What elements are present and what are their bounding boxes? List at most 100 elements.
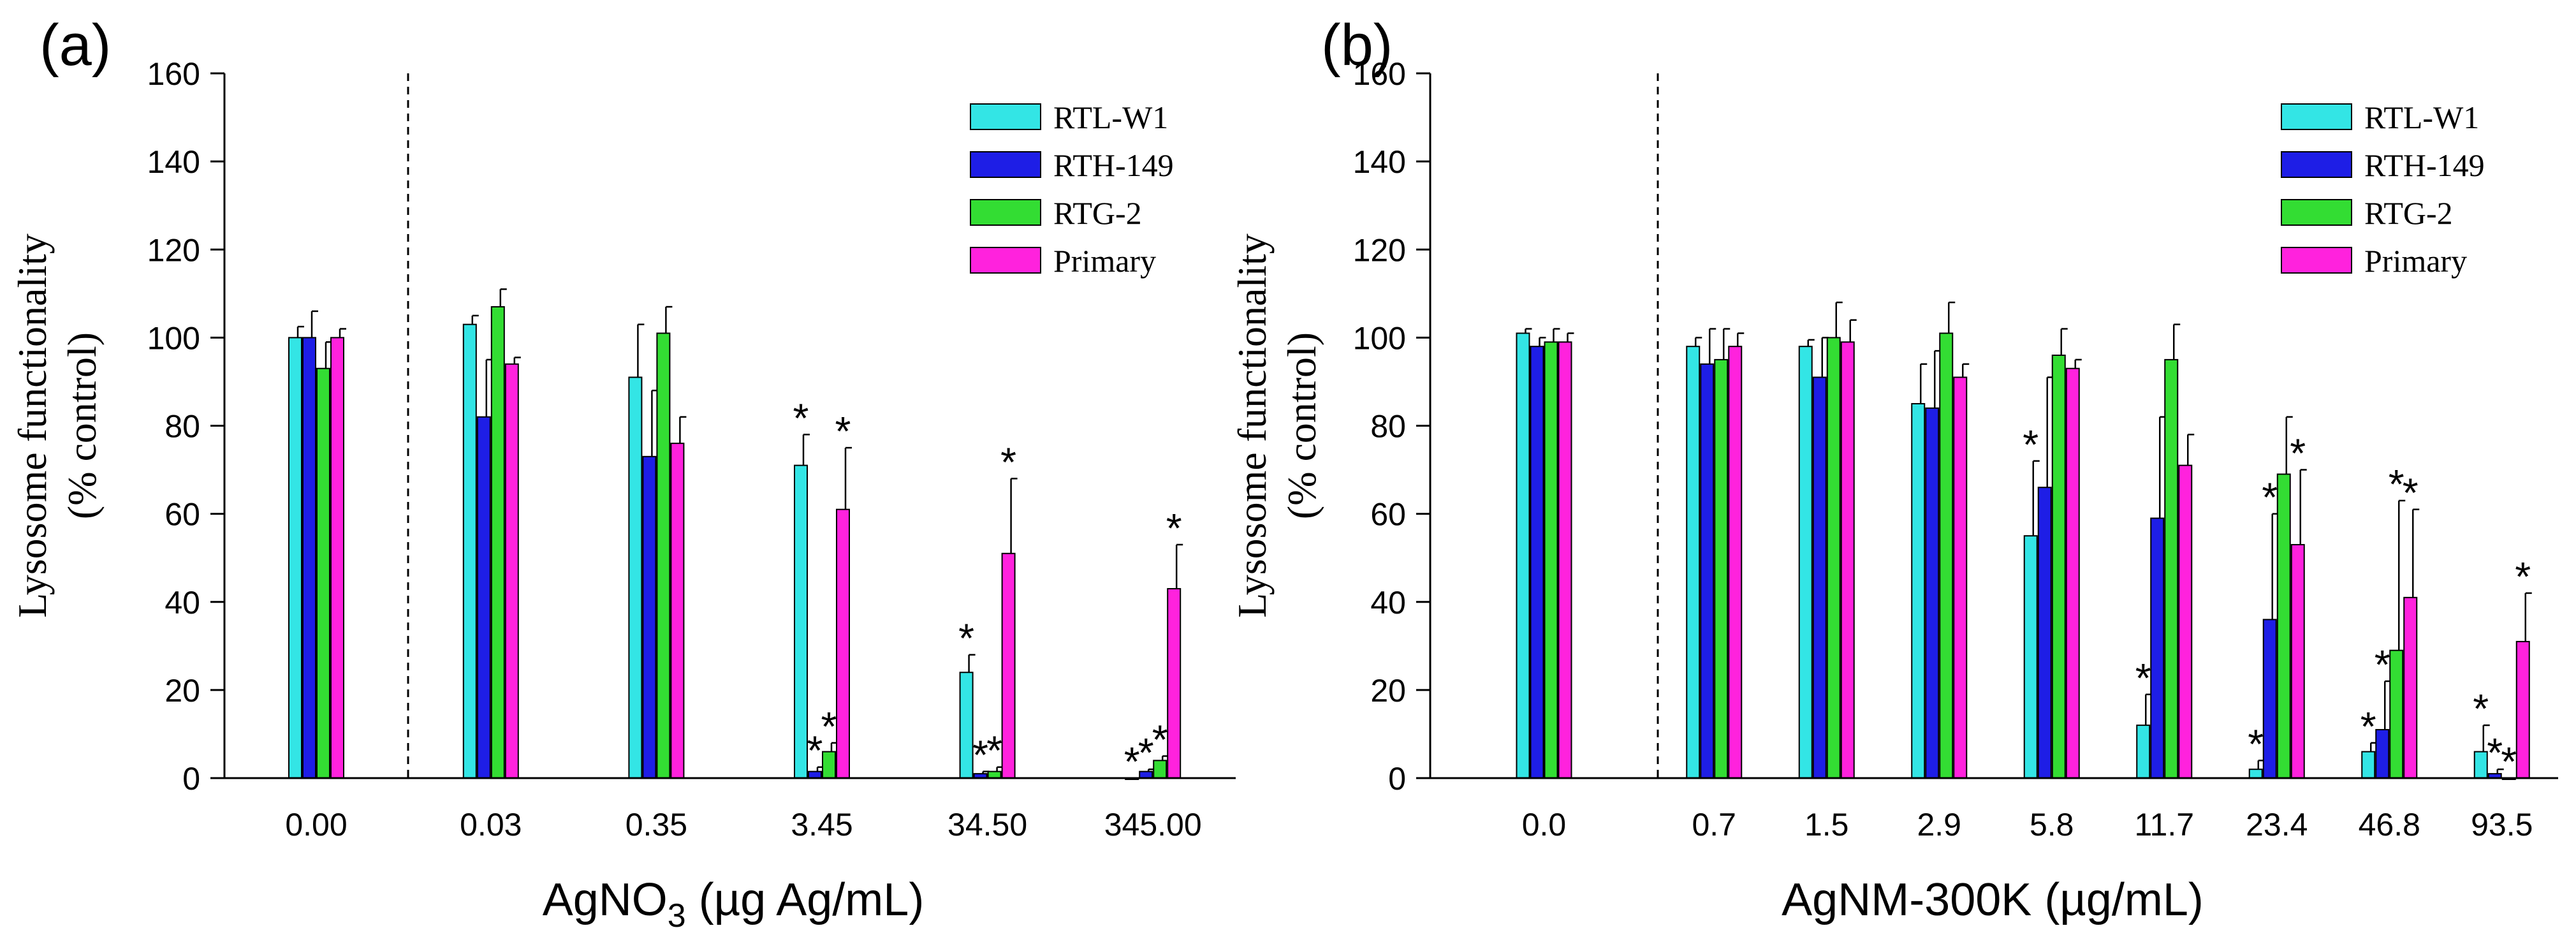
bar-rtg-2-0.0 — [1544, 341, 1558, 779]
significance-marker: * — [2360, 703, 2376, 749]
bar-rtl-w1-3.45 — [794, 464, 808, 779]
x-axis-label-main: AgNO — [543, 874, 668, 925]
x-tick-label: 34.50 — [948, 807, 1027, 843]
bar-primary-0.03 — [504, 363, 519, 779]
bar-rth-149-0.0 — [1530, 346, 1544, 779]
legend: RTL-W1 RTH-149 RTG-2 Primary — [970, 99, 1174, 279]
bar-rtl-w1-0.00 — [288, 337, 302, 779]
significance-marker: * — [821, 703, 837, 749]
x-tick-label: 345.00 — [1104, 807, 1202, 843]
significance-marker: * — [1166, 505, 1182, 551]
significance-marker: * — [2501, 739, 2517, 784]
significance-marker: * — [2375, 642, 2390, 688]
bar-rtg-2-23.4 — [2276, 473, 2291, 779]
y-tick-label: 0 — [182, 761, 200, 797]
bar-rtl-w1-11.7 — [2136, 725, 2151, 779]
bar-rtl-w1-0.03 — [462, 323, 477, 779]
x-tick-label: 0.00 — [285, 807, 347, 843]
bar-rtl-w1-0.35 — [628, 376, 643, 779]
legend-swatch-rtg-2 — [970, 199, 1041, 226]
bar-primary-1.5 — [1840, 341, 1855, 779]
bar-rtg-2-345.00 — [1153, 760, 1167, 779]
x-tick-label: 0.03 — [460, 807, 522, 843]
x-axis-label-unit: (µg Ag/mL) — [686, 874, 925, 925]
bar-rtg-2-0.35 — [656, 332, 671, 779]
x-tick-label: 1.5 — [1804, 807, 1849, 843]
bar-rtg-2-2.9 — [1939, 332, 1954, 779]
bar-rtg-2-0.7 — [1714, 358, 1729, 779]
panel-a: (a) 0 20 40 60 80 100 120 140 160 Lysosome functio… — [10, 13, 1236, 934]
bar-rtl-w1-0.7 — [1686, 346, 1701, 779]
bar-rtl-w1-46.8 — [2361, 751, 2376, 779]
y-tick-label: 120 — [147, 232, 200, 268]
x-tick-label: 23.4 — [2246, 807, 2308, 843]
y-tick-label: 100 — [147, 320, 200, 356]
y-tick-label: 40 — [1370, 585, 1406, 621]
bar-rth-149-5.8 — [2037, 487, 2052, 779]
bar-rth-149-0.00 — [302, 337, 316, 779]
panel-label: (a) — [40, 13, 111, 78]
significance-marker: * — [835, 408, 851, 454]
legend-swatch-rth-149 — [970, 151, 1041, 178]
significance-marker: * — [986, 728, 1002, 774]
bar-primary-3.45 — [836, 508, 850, 779]
x-tick-label: 0.35 — [626, 807, 687, 843]
y-tick-label: 100 — [1353, 320, 1406, 356]
x-axis-label: AgNO3 (µg Ag/mL) — [543, 874, 925, 934]
bar-rtg-2-46.8 — [2389, 649, 2404, 779]
y-tick-label: 0 — [1388, 761, 1406, 797]
significance-marker: * — [2262, 475, 2278, 520]
y-tick-label: 140 — [1353, 144, 1406, 180]
significance-marker: * — [2403, 470, 2419, 516]
bar-rtg-2-0.03 — [490, 306, 505, 779]
bar-rtl-w1-2.9 — [1911, 402, 1926, 779]
significance-marker: * — [2290, 431, 2306, 476]
significance-marker: * — [2135, 655, 2151, 701]
bar-rtg-2-1.5 — [1826, 337, 1841, 779]
y-axis-label-unit: (% control) — [59, 332, 105, 519]
legend-swatch-rtl-w1 — [970, 103, 1041, 130]
bar-rtg-2-5.8 — [2051, 355, 2066, 779]
significance-marker: * — [793, 395, 809, 441]
y-tick-label: 20 — [165, 673, 200, 709]
significance-marker: * — [958, 615, 974, 661]
legend-label-rtg-2: RTG-2 — [1053, 195, 1142, 231]
y-tick-label: 40 — [165, 585, 200, 621]
bar-rth-149-2.9 — [1925, 407, 1940, 779]
bar-rth-149-23.4 — [2262, 619, 2277, 779]
legend-label-rtl-w1: RTL-W1 — [1053, 99, 1168, 135]
significance-marker: * — [2515, 554, 2531, 600]
legend-swatch-primary — [2281, 247, 2352, 274]
bar-primary-0.7 — [1728, 346, 1743, 779]
bar-rth-149-0.7 — [1700, 363, 1715, 779]
y-axis-label: Lysosome functionality — [10, 233, 55, 618]
bar-primary-11.7 — [2178, 464, 2193, 779]
bar-rth-149-46.8 — [2375, 729, 2390, 779]
legend-label-rtg-2: RTG-2 — [2364, 195, 2453, 231]
x-tick-label: 2.9 — [1917, 807, 1961, 843]
legend: RTL-W1 RTH-149 RTG-2 Primary — [2281, 99, 2485, 279]
significance-marker: * — [1124, 739, 1140, 784]
legend-label-rth-149: RTH-149 — [2364, 147, 2485, 183]
significance-marker: * — [2389, 461, 2404, 507]
x-axis-label: AgNM-300K (µg/mL) — [1782, 874, 2204, 925]
significance-marker: * — [1138, 730, 1154, 776]
bar-rtl-w1-1.5 — [1798, 346, 1813, 779]
y-axis-label: Lysosome functionality — [1229, 233, 1275, 618]
x-tick-label: 11.7 — [2134, 807, 2194, 843]
bar-primary-0.00 — [330, 337, 344, 779]
y-tick-label: 120 — [1353, 232, 1406, 268]
bar-rtg-2-0.00 — [316, 367, 330, 779]
significance-marker: * — [2473, 686, 2489, 732]
bar-rtl-w1-93.5 — [2473, 751, 2488, 779]
significance-marker: * — [1000, 439, 1016, 485]
x-axis-label-main: AgNM-300K (µg/mL) — [1782, 874, 2204, 925]
bar-primary-46.8 — [2403, 596, 2418, 779]
bar-rtl-w1-5.8 — [2023, 535, 2038, 779]
legend-swatch-rtg-2 — [2281, 199, 2352, 226]
significance-marker: * — [1152, 716, 1168, 762]
bar-rth-149-0.35 — [642, 455, 657, 779]
bar-rth-149-11.7 — [2150, 517, 2165, 779]
bar-primary-23.4 — [2290, 543, 2305, 779]
